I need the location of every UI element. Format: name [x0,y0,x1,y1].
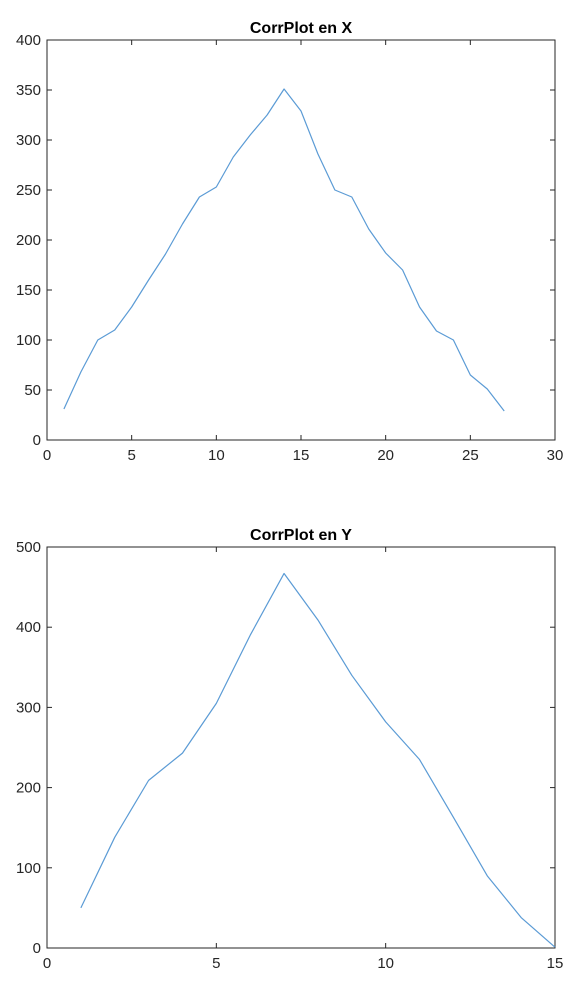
data-point [250,635,251,636]
chart-svg: CorrPlot en X0 5 10 15 20 25 30050100150200250… [16,20,564,464]
data-point [80,371,81,372]
data-point [351,196,352,197]
chart-corrplot-x: CorrPlot en X 0 5 10 15 20 25 30 0 50 100 150 200 250… [0,0,586,476]
x-tick-label: 0 [43,955,51,972]
data-point [504,410,505,411]
data-point [334,189,335,190]
x-tick-label: 25 [462,447,479,464]
series-line [63,88,505,412]
y-tick-label: 300 [16,132,41,149]
y-tick-label: 250 [16,182,41,199]
axes-box [46,39,556,441]
data-point [487,875,488,876]
y-tick-label: 300 [16,699,41,716]
y-tick-label: 350 [16,82,41,99]
y-tick-label: 200 [16,232,41,249]
data-point [97,339,98,340]
data-point [368,228,369,229]
chart-corrplot-y: CorrPlot en Y 0 5 10 15 0 100 200 300 400 500 [0,508,586,994]
data-point [419,306,420,307]
data-point [283,573,284,574]
y-tick-label: 400 [16,32,41,49]
axes-box [46,546,556,949]
data-point [436,330,437,331]
data-point [487,388,488,389]
data-point [385,252,386,253]
data-point [554,947,555,948]
data-point [216,703,217,704]
x-tick-label: 0 [43,447,51,464]
data-point [317,619,318,620]
data-point [300,110,301,111]
data-point [80,907,81,908]
data-point [199,196,200,197]
y-tick-label: 50 [24,382,41,399]
x-tick-label: 15 [547,955,564,972]
data-point [317,153,318,154]
data-point [131,306,132,307]
y-tick-label: 0 [33,432,41,449]
data-point [233,156,234,157]
y-tick-label: 100 [16,860,41,877]
y-tick-label: 100 [16,332,41,349]
y-tick-label: 400 [16,619,41,636]
x-tick-label: 20 [377,447,394,464]
x-tick-label: 5 [127,447,135,464]
data-point [114,837,115,838]
data-point [182,223,183,224]
y-tick-label: 0 [33,940,41,957]
chart-svg: CorrPlot en Y 0 5 10 15 0 100 200 300 400 500 [16,527,564,972]
data-point [182,753,183,754]
data-point [114,329,115,330]
data-point [521,917,522,918]
data-point [216,186,217,187]
y-tick-label: 150 [16,282,41,299]
chart-title: CorrPlot en Y [250,527,352,544]
x-tick-label: 30 [547,447,564,464]
data-point [470,374,471,375]
data-point [165,253,166,254]
data-point [267,114,268,115]
x-tick-label: 10 [208,447,225,464]
y-tick-label: 500 [16,539,41,556]
data-point [283,88,284,89]
x-tick-label: 15 [293,447,310,464]
data-point [148,279,149,280]
series-line [80,572,556,948]
data-point [419,759,420,760]
data-point [250,134,251,135]
data-point [63,408,64,409]
data-point [453,339,454,340]
x-tick-label: 10 [377,955,394,972]
data-point [385,721,386,722]
data-point [402,269,403,270]
data-point [148,780,149,781]
y-tick-label: 200 [16,780,41,797]
data-point [453,817,454,818]
chart-title: CorrPlot en X [250,20,353,37]
x-tick-label: 5 [212,955,220,972]
data-point [351,675,352,676]
